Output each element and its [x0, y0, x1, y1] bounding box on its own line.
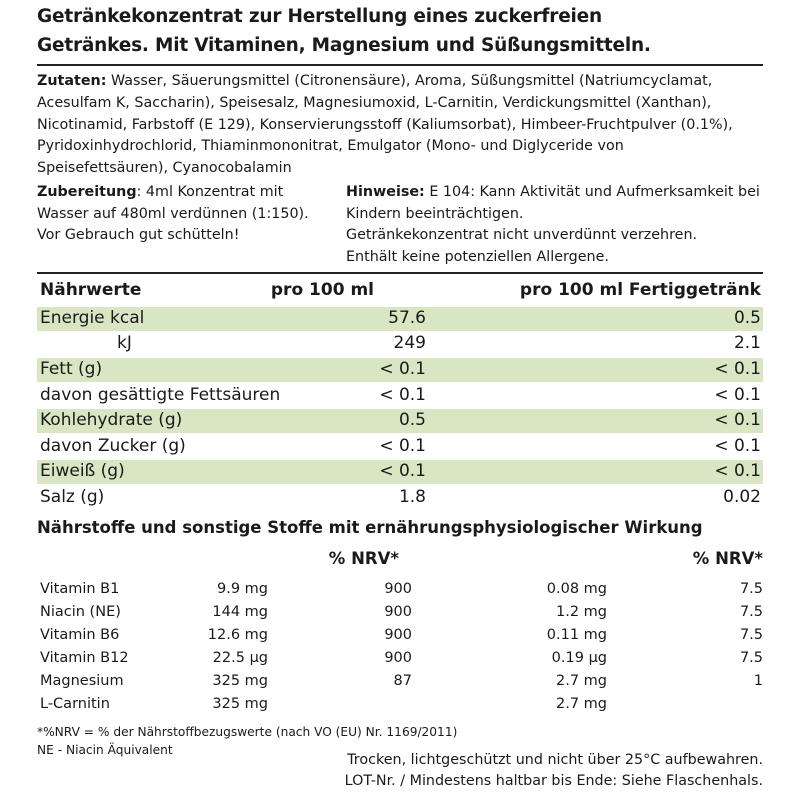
footnote-niacin: NE - Niacin Äquivalent — [37, 743, 173, 757]
preparation-label: Zubereitung — [37, 184, 137, 200]
nutrient-amount-drink: 2.7 mg — [556, 673, 607, 689]
footnote-nrv: *%NRV = % der Nährstoffbezugswerte (nach… — [37, 725, 458, 739]
nutrient-row: Vitamin B6 12.6 mg 900 0.11 mg 7.5 — [37, 627, 763, 650]
nutrition-row-per-drink: < 0.1 — [714, 436, 761, 456]
ingredients-text: Wasser, Säuerungsmittel (Citronensäure),… — [37, 73, 733, 177]
nutrient-amount: 144 mg — [212, 604, 268, 620]
nutrient-row: Magnesium 325 mg 87 2.7 mg 1 — [37, 673, 763, 696]
nutrition-row: Energie kcal 57.6 0.5 — [37, 307, 763, 331]
nutrient-name: Vitamin B12 — [40, 650, 129, 666]
nrv-header-concentrate: % NRV* — [328, 549, 399, 568]
label-title-line-2: Getränkes. Mit Vitaminen, Magnesium und … — [37, 35, 651, 56]
preparation-line-2: Wasser auf 480ml verdünnen (1:150). — [37, 205, 309, 222]
nutrition-row: Kohlehydrate (g) 0.5 < 0.1 — [37, 409, 763, 433]
nutrition-row-per-drink: < 0.1 — [714, 385, 761, 405]
nutrient-name: Vitamin B6 — [40, 627, 120, 643]
nutrition-row: davon Zucker (g) < 0.1 < 0.1 — [37, 435, 763, 459]
nutrient-amount-drink: 2.7 mg — [556, 696, 607, 712]
nutrition-row-per100: 249 — [393, 333, 426, 353]
preparation-line-3: Vor Gebrauch gut schütteln! — [37, 227, 240, 243]
nutrition-row: Fett (g) < 0.1 < 0.1 — [37, 358, 763, 382]
nutrient-name: Niacin (NE) — [40, 604, 121, 620]
notes-line-3: Getränkekonzentrat nicht unverdünnt verz… — [346, 227, 698, 243]
nutrition-row-per100: 0.5 — [398, 410, 426, 430]
nutrient-name: L-Carnitin — [40, 696, 110, 712]
title-divider — [37, 64, 763, 66]
nutrient-nrv: 87 — [393, 673, 412, 689]
nutrition-header-per100: pro 100 ml — [270, 280, 374, 300]
nutrient-amount: 9.9 mg — [217, 581, 268, 597]
nutrient-nrv-drink: 7.5 — [739, 627, 763, 643]
nutrient-row: L-Carnitin 325 mg 2.7 mg — [37, 696, 763, 719]
nutrition-row: Eiweiß (g) < 0.1 < 0.1 — [37, 460, 763, 484]
nutrient-nrv: 900 — [384, 604, 412, 620]
nutrition-row-per100: 1.8 — [398, 487, 426, 507]
nutrition-row-per100: < 0.1 — [379, 436, 426, 456]
nutrient-nrv: 900 — [384, 650, 412, 666]
nutrition-row-label: Fett (g) — [40, 359, 103, 379]
nutrition-header-per-drink: pro 100 ml Fertiggetränk — [519, 280, 761, 300]
nutrition-row-per-drink: < 0.1 — [714, 359, 761, 379]
nutrition-row-per100: < 0.1 — [379, 385, 426, 405]
notes-line-2: Kindern beeinträchtigen. — [346, 205, 524, 222]
nutrient-amount-drink: 0.19 µg — [551, 650, 607, 666]
nutrients-title: Nährstoffe und sonstige Stoffe mit ernäh… — [37, 518, 703, 537]
nutrition-row: Salz (g) 1.8 0.02 — [37, 486, 763, 510]
nutrient-amount: 325 mg — [212, 696, 268, 712]
nutrient-name: Vitamin B1 — [40, 581, 120, 597]
nutrient-amount: 325 mg — [212, 673, 268, 689]
nutrition-row-per100: 57.6 — [388, 308, 426, 328]
nutrient-amount-drink: 0.11 mg — [546, 627, 607, 643]
nutrition-row-per100: < 0.1 — [379, 461, 426, 481]
nutrition-row-label: davon gesättigte Fettsäuren — [40, 385, 281, 405]
nutrition-row-label: Eiweiß (g) — [40, 461, 125, 481]
storage-line-1: Trocken, lichtgeschützt und nicht über 2… — [347, 752, 763, 768]
ingredients-label: Zutaten: — [37, 73, 107, 89]
nutrition-row: davon gesättigte Fettsäuren < 0.1 < 0.1 — [37, 384, 763, 408]
nutrition-row-per-drink: < 0.1 — [714, 410, 761, 430]
nutrition-row-label: kJ — [117, 333, 132, 353]
nutrition-row-label: davon Zucker (g) — [40, 436, 186, 456]
notes-line-1: E 104: Kann Aktivität und Aufmerksamkeit… — [424, 184, 760, 200]
nutrition-row-label: Salz (g) — [40, 487, 105, 507]
nutrition-header-label: Nährwerte — [40, 280, 142, 300]
preparation-line-1: : 4ml Konzentrat mit — [136, 184, 284, 200]
nutrition-row-per-drink: 2.1 — [733, 333, 761, 353]
nutrient-row: Niacin (NE) 144 mg 900 1.2 mg 7.5 — [37, 604, 763, 627]
storage-line-2: LOT-Nr. / Mindestens haltbar bis Ende: S… — [344, 773, 763, 789]
nutrition-top-divider — [37, 272, 763, 274]
nutrition-row-label: Kohlehydrate (g) — [40, 410, 183, 430]
nutrient-nrv: 900 — [384, 581, 412, 597]
nutrient-nrv-drink: 7.5 — [739, 581, 763, 597]
label-title-line-1: Getränkekonzentrat zur Herstellung eines… — [37, 6, 602, 27]
nutrition-row-per-drink: 0.02 — [723, 487, 761, 507]
ingredients-paragraph: Zutaten: Wasser, Säuerungsmittel (Citron… — [37, 71, 737, 180]
nutrient-nrv: 900 — [384, 627, 412, 643]
nutrient-amount: 22.5 µg — [212, 650, 268, 666]
nutrition-row: kJ 249 2.1 — [37, 332, 763, 356]
notes-label: Hinweise: — [346, 184, 425, 200]
nutrition-row-per100: < 0.1 — [379, 359, 426, 379]
nutrient-amount-drink: 1.2 mg — [556, 604, 607, 620]
nutrient-row: Vitamin B1 9.9 mg 900 0.08 mg 7.5 — [37, 581, 763, 604]
nutrient-nrv-drink: 1 — [753, 673, 763, 689]
nutrient-name: Magnesium — [40, 673, 124, 689]
nutrient-amount: 12.6 mg — [207, 627, 268, 643]
nutrition-row-per-drink: 0.5 — [733, 308, 761, 328]
preparation-block: Zubereitung: 4ml Konzentrat mit Wasser a… — [37, 182, 337, 247]
notes-block: Hinweise: E 104: Kann Aktivität und Aufm… — [346, 182, 766, 268]
nutrient-row: Vitamin B12 22.5 µg 900 0.19 µg 7.5 — [37, 650, 763, 673]
nrv-header-drink: % NRV* — [692, 549, 763, 568]
nutrient-nrv-drink: 7.5 — [739, 650, 763, 666]
nutrient-nrv-drink: 7.5 — [739, 604, 763, 620]
nutrition-row-label: Energie kcal — [40, 308, 145, 328]
nutrient-amount-drink: 0.08 mg — [546, 581, 607, 597]
nutrition-row-per-drink: < 0.1 — [714, 461, 761, 481]
notes-line-4: Enthält keine potenziellen Allergene. — [346, 248, 609, 265]
